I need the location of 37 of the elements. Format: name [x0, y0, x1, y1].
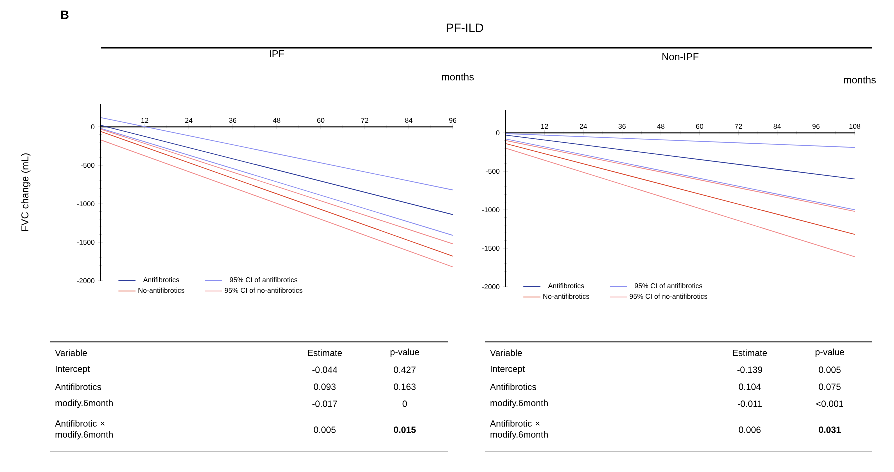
text: p-value	[390, 348, 420, 358]
text: Variable	[490, 350, 522, 356]
text: 0.163	[394, 384, 416, 390]
text: B	[61, 10, 69, 20]
text: 0.015	[394, 426, 416, 434]
text: 0.005	[819, 366, 841, 374]
x-axis-title: months	[442, 73, 474, 81]
text: Intercept	[56, 366, 90, 374]
text: Antifibrotic × modify.6month	[55, 420, 113, 440]
text: -0.044	[312, 366, 338, 374]
text: modify.6month	[56, 400, 113, 408]
text: Estimate	[733, 350, 768, 356]
text: 0.093	[314, 384, 336, 390]
text: Antifibrotics	[55, 384, 102, 390]
text: modify.6month	[490, 400, 548, 408]
text: Estimate	[308, 350, 342, 356]
chart-title: IPF	[270, 50, 284, 58]
text: 0	[402, 400, 408, 408]
text: 0.427	[394, 366, 416, 374]
text: Intercept	[491, 366, 526, 374]
y-axis-title: FVC change (mL)	[21, 154, 31, 232]
text: Antifibrotic × modify.6month	[490, 420, 548, 440]
text: 0.005	[314, 426, 336, 434]
text: Variable	[55, 350, 88, 356]
text: 0.104	[739, 384, 761, 390]
text: 0.006	[739, 426, 761, 434]
text: 0.075	[819, 384, 841, 390]
x-axis-title: months	[844, 76, 876, 84]
text: 0.031	[819, 426, 842, 434]
text: Antifibrotics	[490, 384, 536, 390]
text: PF-ILD	[446, 24, 484, 32]
text: <0.001	[816, 400, 844, 408]
text: -0.017	[312, 400, 338, 408]
text: p-value	[816, 348, 844, 358]
text: -0.139	[738, 366, 762, 374]
text: -0.011	[738, 400, 762, 408]
chart-title: Non-IPF	[662, 54, 699, 60]
